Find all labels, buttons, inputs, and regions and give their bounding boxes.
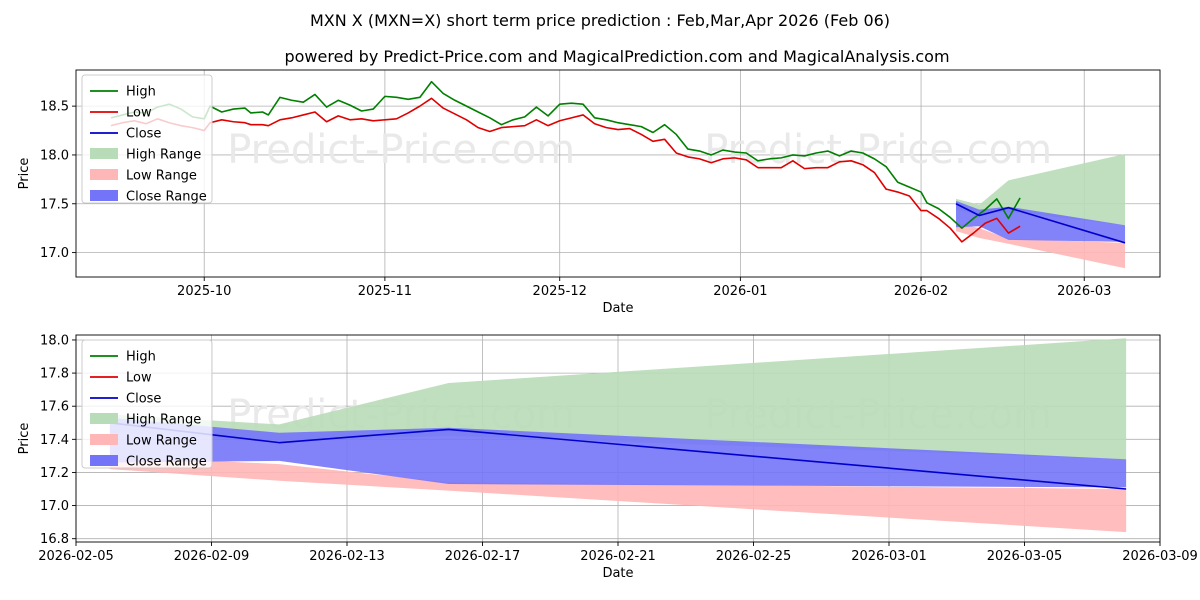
x-tick-label: 2026-03 <box>1057 284 1111 299</box>
x-tick-label: 2026-02-13 <box>309 549 385 564</box>
watermark: Predict-Price.com <box>227 127 575 173</box>
legend-swatch-high-range <box>90 413 118 424</box>
x-tick-label: 2026-02-09 <box>174 549 250 564</box>
y-tick-label: 17.2 <box>40 466 69 481</box>
y-tick-label: 16.8 <box>40 532 69 547</box>
close-line <box>955 203 1126 244</box>
chart-title: MXN X (MXN=X) short term price predictio… <box>310 11 890 30</box>
high-range-band <box>109 338 1127 460</box>
y-tick-label: 17.5 <box>40 197 69 212</box>
watermark: Predict-Price.com <box>704 127 1052 173</box>
legend-label-high: High <box>126 350 156 365</box>
legend-label-close-range: Close Range <box>126 190 207 205</box>
x-tick-label: 2026-02-05 <box>38 549 114 564</box>
x-tick-label: 2026-02-25 <box>716 549 792 564</box>
y-tick-label: 17.0 <box>40 246 69 261</box>
x-axis-label: Date <box>602 301 633 316</box>
legend-swatch-low-range <box>90 434 118 445</box>
y-tick-label: 17.8 <box>40 367 69 382</box>
x-tick-label: 2025-10 <box>177 284 231 299</box>
close-range-band <box>109 417 1127 488</box>
legend-swatch-high-range <box>90 148 118 159</box>
high-line <box>110 80 1021 229</box>
low-range-band <box>956 223 1126 269</box>
x-tick-label: 2026-02 <box>894 284 948 299</box>
legend-label-close-range: Close Range <box>126 455 207 470</box>
y-tick-label: 17.0 <box>40 499 69 514</box>
plot-area <box>109 338 1127 533</box>
plot-area <box>110 80 1126 269</box>
x-tick-label: 2025-11 <box>358 284 412 299</box>
y-axis-label: Price <box>17 158 32 190</box>
x-tick-label: 2026-03-01 <box>851 549 927 564</box>
legend-label-low-range: Low Range <box>126 434 197 449</box>
x-tick-label: 2026-03-05 <box>987 549 1063 564</box>
legend-label-high-range: High Range <box>126 148 201 163</box>
legend: High Low Close High Range Low Range Close Ran… <box>81 74 213 205</box>
legend-label-low: Low <box>126 106 152 121</box>
legend: High Low Close High Range Low Range Close Ran… <box>81 339 213 470</box>
legend-swatch-low-range <box>90 169 118 180</box>
x-tick-label: 2026-02-17 <box>445 549 521 564</box>
x-tick-label: 2026-02-21 <box>580 549 656 564</box>
x-axis-label: Date <box>602 566 633 581</box>
legend-label-high: High <box>126 85 156 100</box>
grid <box>76 70 1160 277</box>
x-tick-label: 2025-12 <box>533 284 587 299</box>
y-tick-label: 18.0 <box>40 148 69 163</box>
chart-subtitle: powered by Predict-Price.com and Magical… <box>284 47 949 66</box>
x-tick-label: 2026-01 <box>713 284 767 299</box>
legend-label-high-range: High Range <box>126 413 201 428</box>
history-panel: Predict-Price.com Predict-Price.com 2025-1… <box>17 69 1161 316</box>
y-tick-label: 18.5 <box>40 100 69 115</box>
y-tick-label: 17.6 <box>40 400 69 415</box>
legend-swatch-close-range <box>90 190 118 201</box>
legend-label-close: Close <box>126 127 161 142</box>
low-range-band <box>109 455 1127 533</box>
legend-label-low: Low <box>126 371 152 386</box>
legend-label-low-range: Low Range <box>126 169 197 184</box>
legend-swatch-close-range <box>90 455 118 466</box>
legend-label-close: Close <box>126 392 161 407</box>
forecast-panel: Predict-Price.comPredict-Price.com2026-0… <box>17 333 1198 581</box>
y-tick-label: 17.4 <box>40 433 69 448</box>
y-tick-label: 18.0 <box>40 333 69 348</box>
x-tick-label: 2026-03-09 <box>1122 549 1198 564</box>
low-line <box>110 97 1021 243</box>
plot-frame <box>75 69 1161 278</box>
high-range-band <box>956 153 1126 226</box>
y-axis-label: Price <box>17 423 32 455</box>
